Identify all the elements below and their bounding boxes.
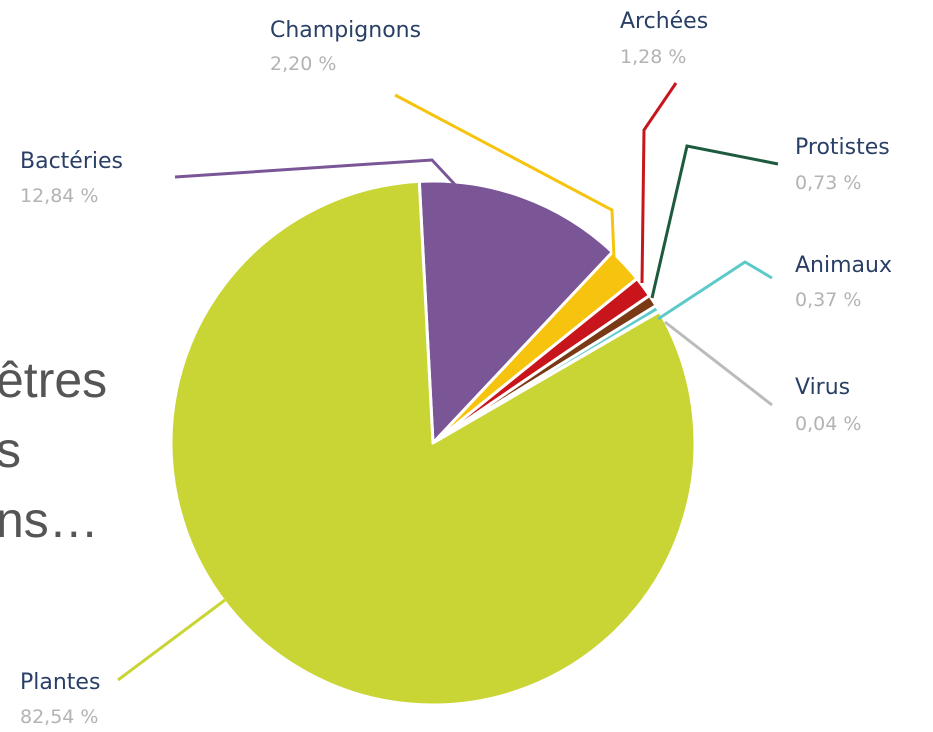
slice-labels: Bactéries 12,84 % Champignons 2,20 % Archées… — [20, 9, 892, 728]
pie-slice-plantes — [169, 179, 697, 707]
pie-slices — [169, 179, 697, 707]
value-label-champignons: 2,20 % — [270, 53, 336, 75]
value-label-bacteries: 12,84 % — [20, 185, 99, 207]
label-animaux: Animaux — [795, 253, 892, 278]
leader-lines — [117, 82, 779, 682]
background-text-line-3: ns… — [0, 492, 99, 548]
leader-line-animaux — [657, 260, 773, 321]
label-champignons: Champignons — [270, 18, 421, 43]
label-archees: Archées — [620, 9, 708, 34]
label-virus: Virus — [795, 375, 850, 400]
value-label-animaux: 0,37 % — [795, 289, 861, 311]
leader-line-protistes — [650, 144, 779, 299]
background-text-line-1: êtres — [0, 352, 108, 408]
label-bacteries: Bactéries — [20, 149, 123, 174]
leader-line-archees — [640, 82, 678, 284]
label-plantes: Plantes — [20, 670, 100, 695]
leader-line-virus — [664, 320, 773, 407]
value-label-archees: 1,28 % — [620, 46, 686, 68]
value-label-protistes: 0,73 % — [795, 172, 861, 194]
pie-slice-bacteries — [417, 179, 614, 445]
background-text-line-2: s — [0, 422, 21, 478]
leader-line-plantes — [117, 598, 226, 682]
leader-line-champignons — [394, 93, 616, 259]
value-label-plantes: 82,54 % — [20, 706, 99, 728]
leader-line-bacteries — [174, 158, 462, 192]
value-label-virus: 0,04 % — [795, 413, 861, 435]
label-protistes: Protistes — [795, 135, 890, 160]
